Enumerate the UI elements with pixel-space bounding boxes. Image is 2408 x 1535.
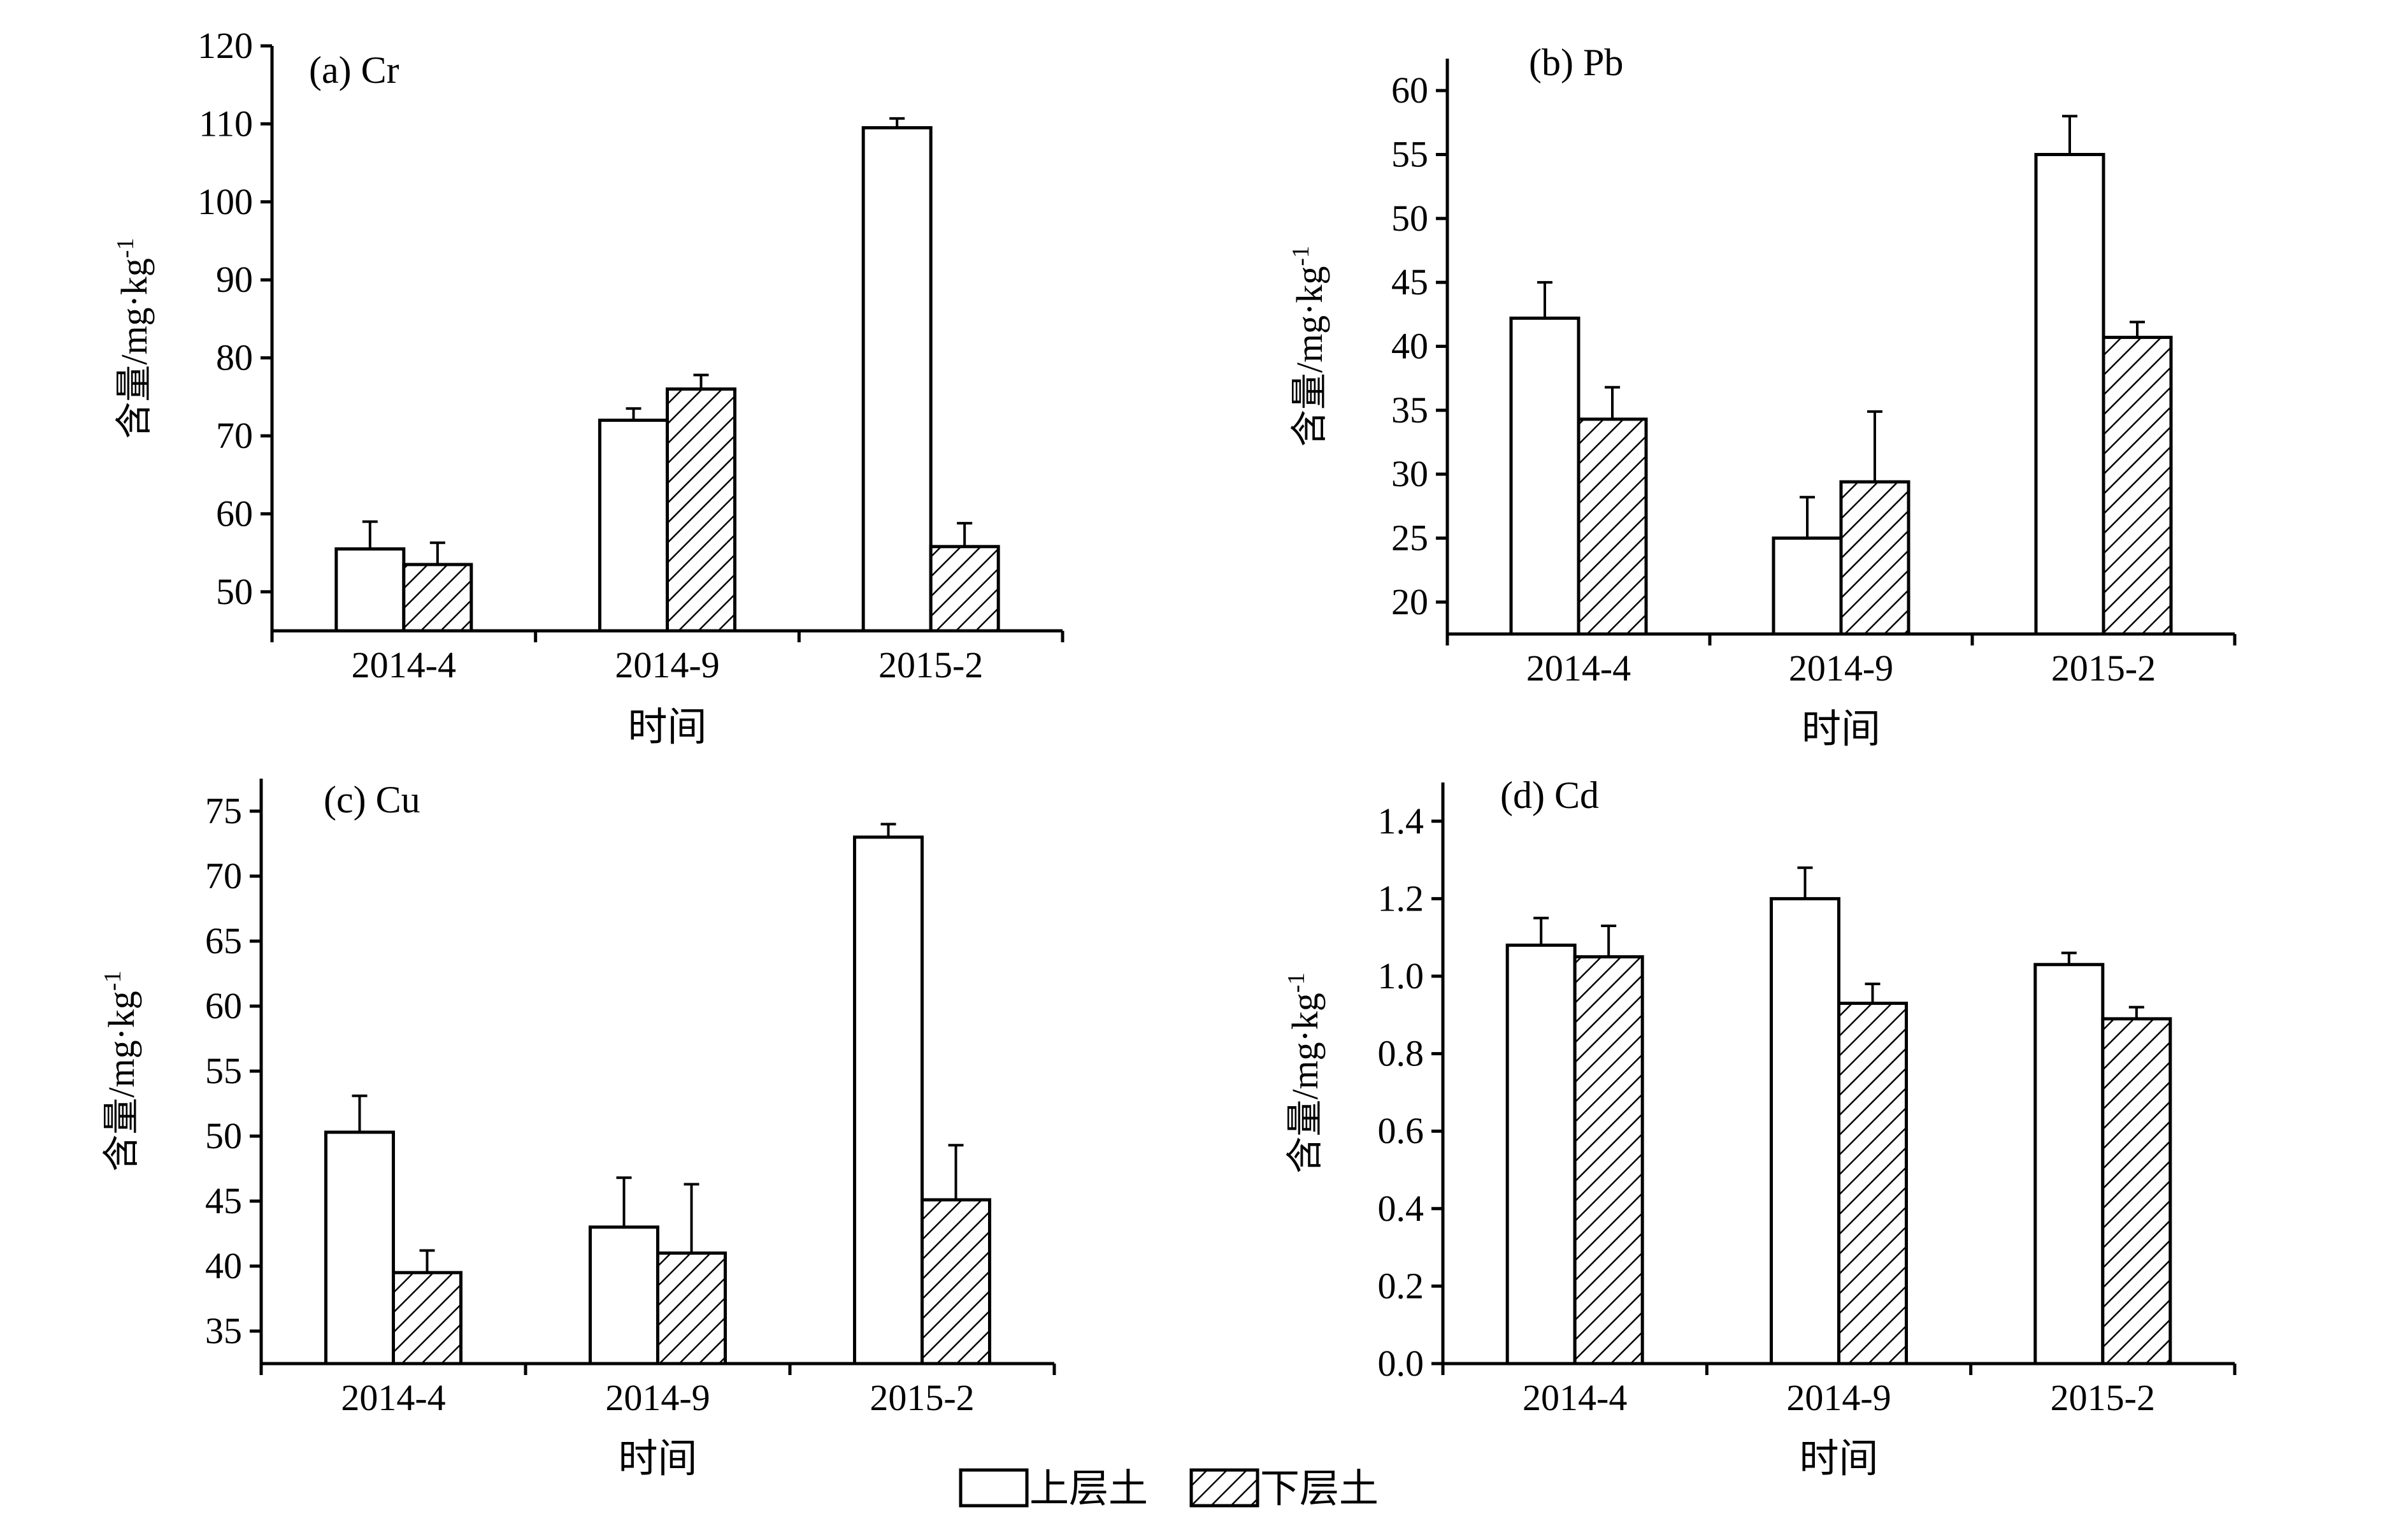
legend-lower-label: 下层土 [1260, 1467, 1379, 1511]
y-tick-label: 100 [197, 181, 253, 222]
y-axis-label-superscript: -1 [1283, 972, 1310, 993]
y-tick-label: 45 [1391, 261, 1428, 303]
y-axis-label: 含量/mg·kg-1 [1287, 246, 1330, 447]
bar-upper [1770, 897, 1840, 1366]
bar-upper [589, 1225, 659, 1366]
x-tick-label: 2015-2 [878, 644, 983, 686]
y-axis-label-superscript: -1 [112, 238, 139, 258]
y-tick-label: 120 [197, 25, 253, 66]
x-tick-label: 2014-9 [1789, 647, 1893, 689]
y-tick-label: 50 [205, 1115, 242, 1157]
y-tick-label: 1.4 [1378, 800, 1424, 842]
panel-d-cd: 0.0 0.2 0.4 0.6 0.8 1.0 1.2 1.4 2014-4 2014-9 2015… [1283, 774, 2237, 1481]
x-axis-label: 时间 [1799, 1438, 1878, 1481]
y-tick-label: 80 [216, 337, 253, 378]
y-tick-label: 65 [205, 920, 242, 962]
y-tick-label: 55 [205, 1050, 242, 1092]
legend-upper-label: 上层土 [1029, 1467, 1148, 1511]
x-tick-label: 2014-9 [615, 644, 719, 686]
x-tick-label: 2015-2 [870, 1377, 974, 1418]
x-tick-label: 2014-9 [605, 1377, 710, 1418]
bar-upper [1505, 943, 1577, 1366]
panel-title-pb: (b) Pb [1529, 41, 1623, 83]
y-tick-label: 50 [1391, 198, 1428, 239]
y-tick-label: 0.0 [1378, 1343, 1424, 1384]
bar-lower [392, 1271, 462, 1366]
y-axis-label-superscript: -1 [99, 970, 126, 991]
y-tick-label: 0.2 [1378, 1265, 1424, 1306]
x-tick-label: 2014-4 [352, 644, 456, 686]
y-tick-label: 1.2 [1378, 877, 1424, 919]
x-tick-label: 2014-4 [1526, 647, 1631, 689]
y-tick-label: 0.6 [1378, 1110, 1424, 1151]
legend: 上层土 下层土 [959, 1467, 1379, 1511]
y-tick-label: 0.4 [1378, 1188, 1424, 1229]
bar-lower [1837, 1002, 1908, 1366]
panel-title-cd: (d) Cd [1500, 774, 1599, 816]
y-tick-label: 90 [216, 259, 253, 300]
bar-lower [2102, 335, 2173, 636]
panel-c-cu: 35 40 45 50 55 60 65 70 75 2014-4 2014-9 2015-2 (c) … [99, 779, 1056, 1481]
y-tick-label: 25 [1391, 517, 1428, 559]
y-tick-label: 110 [199, 103, 253, 144]
x-tick-label: 2014-4 [341, 1377, 445, 1418]
y-tick-label: 60 [205, 985, 242, 1027]
y-tick-label: 35 [205, 1310, 242, 1351]
legend-upper-swatch [959, 1468, 1029, 1508]
bar-upper [324, 1130, 395, 1366]
x-tick-label: 2015-2 [2051, 1377, 2155, 1418]
y-tick-label: 75 [205, 790, 242, 832]
y-tick-label: 60 [1391, 69, 1428, 111]
y-tick-label: 40 [205, 1245, 242, 1286]
y-tick-label: 70 [216, 415, 253, 456]
y-tick-label: 45 [205, 1180, 242, 1222]
y-axis-label-superscript: -1 [1287, 246, 1314, 266]
bar-upper [1509, 316, 1580, 636]
y-axis-label: 含量/mg·kg-1 [99, 970, 142, 1171]
bar-upper [2033, 963, 2105, 1366]
x-axis-label: 时间 [627, 706, 706, 749]
x-tick-label: 2015-2 [2051, 647, 2156, 689]
bar-lower [929, 545, 1000, 633]
y-axis-label: 含量/mg·kg-1 [112, 238, 155, 438]
y-tick-label: 35 [1391, 389, 1428, 431]
bar-lower [1577, 417, 1648, 636]
bar-upper [853, 835, 924, 1366]
x-axis-label: 时间 [618, 1438, 697, 1481]
y-tick-label: 60 [216, 493, 253, 534]
bar-upper [334, 547, 406, 633]
panel-title-cu: (c) Cu [324, 779, 420, 821]
x-axis-label: 时间 [1802, 708, 1881, 751]
y-tick-label: 20 [1391, 581, 1428, 623]
y-tick-label: 0.8 [1378, 1033, 1424, 1074]
bar-lower [2101, 1017, 2172, 1366]
bar-upper [861, 126, 933, 633]
bar-lower [402, 563, 473, 633]
bar-lower [1839, 480, 1910, 636]
bar-upper [2034, 153, 2105, 636]
bar-lower [656, 1251, 727, 1366]
y-tick-label: 70 [205, 855, 242, 897]
y-axis-label: 含量/mg·kg-1 [1283, 972, 1326, 1173]
y-tick-label: 55 [1391, 134, 1428, 175]
x-tick-label: 2014-9 [1786, 1377, 1891, 1418]
panel-title-cr: (a) Cr [309, 49, 399, 91]
panel-a-cr: 50 60 70 80 90 100 110 120 2014-4 2014-9 2015-2 (a)… [112, 25, 1064, 749]
bar-upper [598, 419, 669, 633]
y-tick-label: 50 [216, 571, 253, 612]
y-tick-label: 1.0 [1378, 955, 1424, 997]
bar-lower [921, 1198, 991, 1366]
bar-lower [1573, 955, 1644, 1366]
y-tick-label: 30 [1391, 453, 1428, 494]
legend-lower-swatch [1189, 1468, 1259, 1508]
bar-upper [1772, 537, 1843, 636]
bar-lower [666, 387, 736, 633]
x-tick-label: 2014-4 [1523, 1377, 1627, 1418]
y-tick-label: 40 [1391, 326, 1428, 367]
panel-b-pb: 20 25 30 35 40 45 50 55 60 2014-4 2014-9 2015-2 (b) … [1287, 41, 2237, 751]
